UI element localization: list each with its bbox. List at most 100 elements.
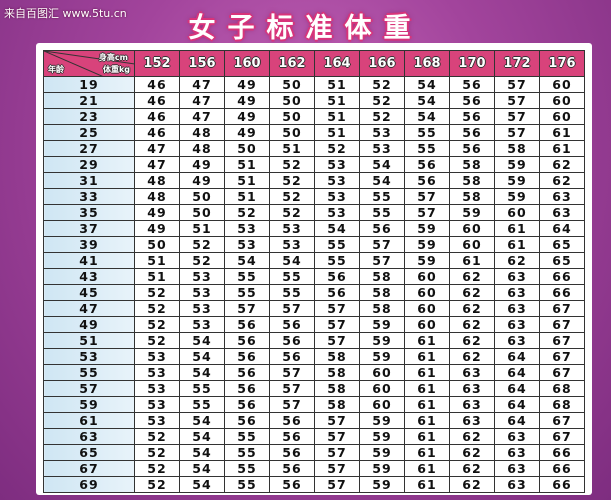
weight-cell: 59 — [359, 316, 405, 333]
weight-cell: 64 — [539, 220, 585, 237]
weight-cell: 57 — [494, 108, 540, 125]
table-row: 29 47 49 51 52 53 54 56 58 59 62 — [43, 156, 585, 173]
weight-cell: 60 — [404, 300, 450, 317]
age-cell: 41 — [43, 252, 135, 269]
age-cell: 51 — [43, 332, 135, 349]
weight-cell: 58 — [449, 188, 495, 205]
weight-cell: 49 — [224, 108, 270, 125]
weight-cell: 52 — [359, 108, 405, 125]
weight-cell: 66 — [539, 284, 585, 301]
weight-cell: 61 — [494, 220, 540, 237]
weight-cell: 48 — [179, 140, 225, 157]
table-row: 31 48 49 51 52 53 54 56 58 59 62 — [43, 172, 585, 189]
height-header: 172 — [494, 50, 540, 77]
page-title: 女子标准体重 — [188, 13, 423, 44]
weight-cell: 52 — [269, 156, 315, 173]
weight-cell: 50 — [179, 204, 225, 221]
height-header: 156 — [179, 50, 225, 77]
weight-cell: 53 — [359, 124, 405, 141]
table-row: 59 53 55 56 57 58 60 61 63 64 68 — [43, 396, 585, 413]
weight-cell: 54 — [359, 156, 405, 173]
age-cell: 19 — [43, 76, 135, 93]
weight-cell: 56 — [269, 412, 315, 429]
weight-cell: 47 — [179, 92, 225, 109]
weight-cell: 62 — [449, 300, 495, 317]
age-cell: 49 — [43, 316, 135, 333]
weight-cell: 53 — [134, 380, 180, 397]
weight-cell: 58 — [449, 172, 495, 189]
weight-cell: 53 — [179, 268, 225, 285]
weight-cell: 67 — [539, 332, 585, 349]
weight-cell: 63 — [494, 284, 540, 301]
weight-cell: 56 — [269, 444, 315, 461]
weight-cell: 56 — [224, 332, 270, 349]
weight-cell: 47 — [134, 156, 180, 173]
weight-cell: 48 — [134, 172, 180, 189]
weight-cell: 46 — [134, 92, 180, 109]
weight-cell: 55 — [269, 284, 315, 301]
weight-cell: 56 — [404, 156, 450, 173]
weight-cell: 58 — [359, 284, 405, 301]
height-header: 152 — [134, 50, 180, 77]
age-cell: 69 — [43, 476, 135, 493]
weight-cell: 54 — [179, 476, 225, 493]
table-row: 45 52 53 55 55 56 58 60 62 63 66 — [43, 284, 585, 301]
weight-cell: 57 — [269, 364, 315, 381]
weight-cell: 59 — [494, 188, 540, 205]
weight-cell: 57 — [359, 236, 405, 253]
weight-cell: 52 — [134, 316, 180, 333]
weight-cell: 63 — [494, 332, 540, 349]
weight-cell: 60 — [449, 220, 495, 237]
weight-cell: 54 — [179, 332, 225, 349]
height-header: 170 — [449, 50, 495, 77]
weight-cell: 60 — [404, 316, 450, 333]
age-cell: 55 — [43, 364, 135, 381]
weight-cell: 57 — [269, 396, 315, 413]
weight-cell: 55 — [179, 396, 225, 413]
watermark: 来自百图汇 www.5tu.cn — [4, 7, 127, 20]
weight-cell: 53 — [134, 412, 180, 429]
weight-cell: 51 — [224, 156, 270, 173]
weight-cell: 57 — [359, 252, 405, 269]
weight-cell: 53 — [224, 236, 270, 253]
age-cell: 63 — [43, 428, 135, 445]
weight-cell: 52 — [134, 428, 180, 445]
weight-cell: 52 — [134, 284, 180, 301]
weight-cell: 62 — [449, 316, 495, 333]
weight-cell: 57 — [494, 124, 540, 141]
weight-cell: 57 — [404, 204, 450, 221]
weight-cell: 49 — [224, 124, 270, 141]
weight-cell: 67 — [539, 300, 585, 317]
weight-cell: 58 — [449, 156, 495, 173]
weight-cell: 59 — [359, 332, 405, 349]
weight-cell: 60 — [359, 396, 405, 413]
weight-cell: 54 — [179, 412, 225, 429]
weight-cell: 65 — [539, 236, 585, 253]
weight-cell: 55 — [314, 236, 360, 253]
table-row: 39 50 52 53 53 55 57 59 60 61 65 — [43, 236, 585, 253]
weight-cell: 54 — [404, 108, 450, 125]
weight-cell: 54 — [179, 348, 225, 365]
weight-cell: 46 — [134, 124, 180, 141]
weight-cell: 66 — [539, 268, 585, 285]
weight-cell: 66 — [539, 444, 585, 461]
weight-cell: 61 — [404, 428, 450, 445]
weight-cell: 60 — [404, 284, 450, 301]
weight-cell: 50 — [134, 236, 180, 253]
weight-cell: 54 — [359, 172, 405, 189]
weight-cell: 55 — [224, 444, 270, 461]
weight-cell: 53 — [224, 220, 270, 237]
weight-cell: 50 — [269, 76, 315, 93]
weight-cell: 62 — [449, 428, 495, 445]
table-row: 67 52 54 55 56 57 59 61 62 63 66 — [43, 460, 585, 477]
table-row: 55 53 54 56 57 58 60 61 63 64 67 — [43, 364, 585, 381]
weight-cell: 60 — [539, 76, 585, 93]
weight-cell: 56 — [314, 284, 360, 301]
weight-cell: 59 — [404, 220, 450, 237]
weight-cell: 54 — [179, 428, 225, 445]
weight-cell: 56 — [224, 316, 270, 333]
weight-cell: 67 — [539, 428, 585, 445]
weight-cell: 49 — [134, 220, 180, 237]
weight-cell: 54 — [179, 460, 225, 477]
table-row: 19 46 47 49 50 51 52 54 56 57 60 — [43, 76, 585, 93]
